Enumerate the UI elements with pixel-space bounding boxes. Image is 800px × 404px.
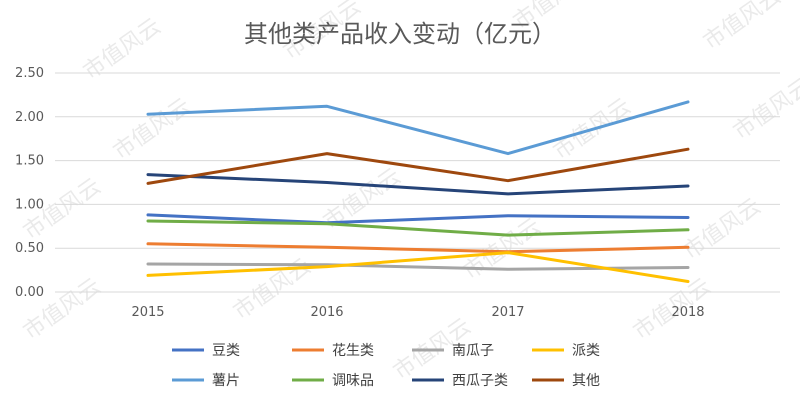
series-line-3 bbox=[146, 251, 690, 283]
chart-title: 其他类产品收入变动（亿元） bbox=[244, 20, 556, 48]
series-line-0 bbox=[146, 213, 690, 225]
x-tick-label: 2015 bbox=[131, 305, 164, 320]
watermark-text-0: 市值风云 bbox=[79, 14, 165, 85]
series-line-7 bbox=[146, 147, 690, 185]
series-line-4 bbox=[146, 100, 690, 156]
legend-label: 派类 bbox=[572, 343, 600, 359]
y-tick-label: 1.00 bbox=[15, 197, 44, 212]
series-line-1 bbox=[146, 242, 690, 254]
legend-label: 西瓜子类 bbox=[452, 373, 508, 389]
watermark-text-3: 市值风云 bbox=[699, 0, 785, 55]
y-tick-label: 2.50 bbox=[15, 66, 44, 81]
y-tick-label: 1.50 bbox=[15, 154, 44, 169]
watermark-text-4: 市值风云 bbox=[109, 94, 195, 165]
watermark-text-7: 市值风云 bbox=[729, 74, 800, 145]
y-tick-label: 0.00 bbox=[15, 285, 44, 300]
series-layer bbox=[146, 100, 690, 283]
legend-label: 南瓜子 bbox=[452, 343, 494, 359]
legend-label: 花生类 bbox=[332, 343, 374, 359]
y-axis-ticks: 0.00 0.50 1.00 1.50 2.00 2.50 bbox=[15, 66, 44, 300]
legend-label: 薯片 bbox=[212, 373, 240, 389]
series-line-5 bbox=[146, 219, 690, 237]
x-tick-label: 2016 bbox=[310, 305, 343, 320]
legend-label: 豆类 bbox=[212, 343, 240, 359]
x-tick-label: 2018 bbox=[671, 305, 704, 320]
y-tick-label: 0.50 bbox=[15, 241, 44, 256]
x-tick-label: 2017 bbox=[491, 305, 524, 320]
legend-label: 调味品 bbox=[332, 373, 374, 389]
series-line-6 bbox=[146, 173, 690, 196]
legend-label: 其他 bbox=[572, 373, 600, 389]
x-axis-ticks: 2015 2016 2017 2018 bbox=[131, 305, 704, 320]
y-tick-label: 2.00 bbox=[15, 110, 44, 125]
